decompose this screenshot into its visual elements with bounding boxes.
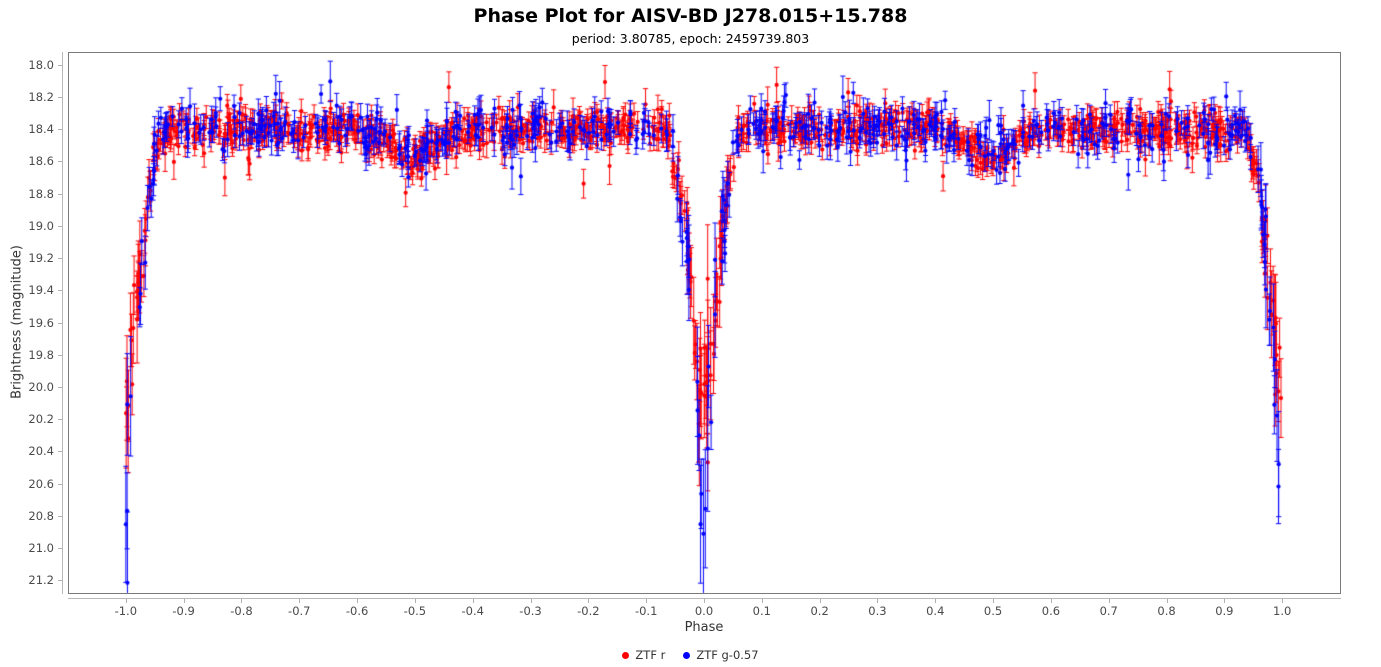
legend-label-ztf-r: ZTF r bbox=[635, 648, 666, 662]
ztf-g-marker-icon bbox=[683, 651, 691, 659]
legend-item-ztf-r: ZTF r bbox=[622, 648, 665, 662]
legend-item-ztf-g: ZTF g-0.57 bbox=[683, 648, 759, 662]
legend-label-ztf-g: ZTF g-0.57 bbox=[696, 648, 759, 662]
y-axis-title: Brightness (magnitude) bbox=[9, 245, 25, 399]
x-axis-title: Phase bbox=[684, 620, 724, 635]
ztf-r-marker-icon bbox=[622, 651, 630, 659]
legend: ZTF r ZTF g-0.57 bbox=[0, 645, 1381, 665]
